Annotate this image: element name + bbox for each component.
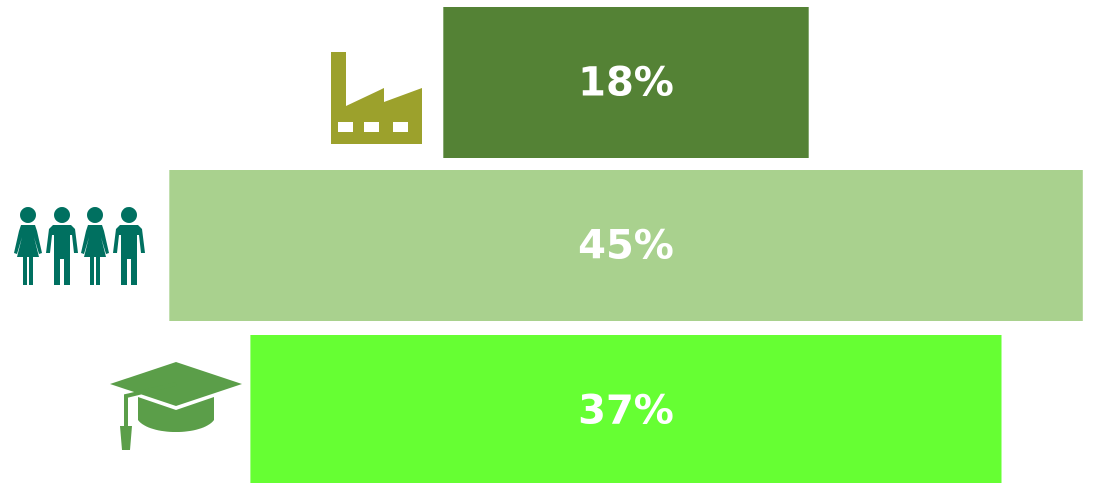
bar-label-3: 37%: [578, 388, 674, 434]
bars: [169, 7, 1083, 483]
bar-2: [169, 170, 1083, 321]
people-icon: [14, 207, 145, 285]
bar-label-1: 18%: [578, 60, 674, 106]
bar-3: [250, 335, 1002, 483]
bar-label-2: 45%: [578, 223, 674, 269]
factory-icon: [331, 52, 422, 144]
bar-1: [443, 7, 809, 158]
bar-labels: 18% 45% 37%: [578, 60, 674, 434]
graduation-cap-icon: [110, 362, 242, 450]
